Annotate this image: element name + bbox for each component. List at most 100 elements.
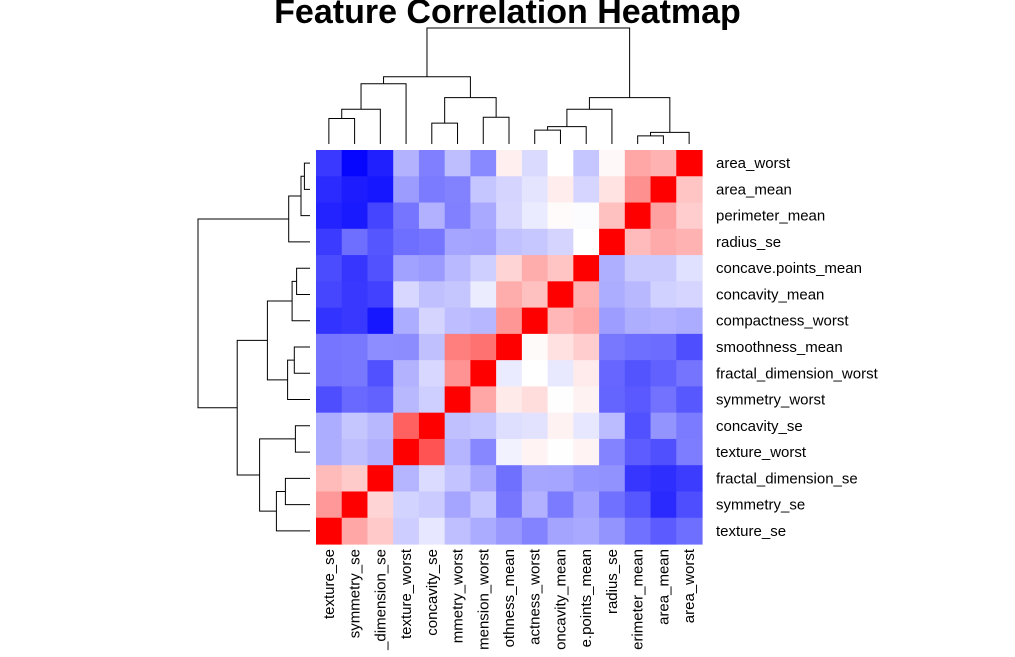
heatmap-cell [341, 255, 369, 282]
heatmap-cell [470, 517, 497, 545]
column-label: erimeter_mean [630, 549, 647, 650]
heatmap-cell [418, 438, 446, 466]
heatmap-cell [599, 517, 626, 545]
heatmap-cell [599, 281, 626, 309]
heatmap-cell [650, 412, 677, 440]
heatmap-cell [624, 228, 652, 256]
heatmap-cell [316, 465, 343, 493]
heatmap-cell [444, 228, 471, 256]
heatmap-cell [444, 438, 471, 466]
column-label: actness_worst [527, 548, 544, 645]
row-label: perimeter_mean [716, 208, 825, 225]
heatmap-cell [341, 517, 369, 545]
row-label: area_worst [716, 155, 791, 172]
heatmap-cell [418, 255, 446, 282]
heatmap-cell [599, 255, 626, 282]
heatmap-cell [650, 386, 677, 414]
column-label: mmetry_worst [450, 548, 467, 643]
heatmap-cell [599, 412, 626, 440]
heatmap-cell [650, 333, 677, 361]
heatmap-cell [341, 491, 369, 519]
heatmap-cell [444, 150, 471, 177]
heatmap-cell [547, 228, 574, 256]
heatmap-cell [496, 228, 523, 256]
heatmap-cell [547, 465, 574, 493]
heatmap-cell [650, 150, 677, 177]
row-label: concavity_se [716, 418, 803, 435]
heatmap-cell [393, 438, 420, 466]
heatmap-cell [316, 255, 343, 282]
heatmap-cell [573, 386, 600, 414]
heatmap-cell [521, 150, 549, 177]
column-label: area_worst [681, 548, 698, 623]
heatmap-cell [393, 202, 420, 230]
heatmap-cell [676, 333, 703, 361]
heatmap-cell [470, 281, 497, 309]
heatmap-cell [444, 465, 471, 493]
heatmap-cell [341, 386, 369, 414]
heatmap-cell [496, 150, 523, 177]
heatmap-cell [470, 412, 497, 440]
heatmap-cell [470, 150, 497, 177]
heatmap-cell [599, 228, 626, 256]
column-label: radius_se [604, 549, 621, 614]
heatmap-cell [676, 281, 703, 309]
row-label: fractal_dimension_worst [716, 365, 879, 382]
heatmap-cell [393, 150, 420, 177]
heatmap-cell [470, 360, 497, 387]
heatmap-cell [316, 281, 343, 309]
heatmap-cell [547, 281, 574, 309]
row-label: radius_se [716, 234, 781, 251]
heatmap-cell [496, 202, 523, 230]
heatmap-cell [341, 281, 369, 309]
heatmap-cell [547, 150, 574, 177]
heatmap-cell [367, 465, 394, 493]
heatmap-cell [624, 517, 652, 545]
heatmap-cell [650, 281, 677, 309]
heatmap-cell [521, 412, 549, 440]
heatmap-cell [444, 255, 471, 282]
heatmap-cell [624, 491, 652, 519]
heatmap-cell [393, 491, 420, 519]
heatmap-cell [547, 438, 574, 466]
heatmap-cell [521, 491, 549, 519]
heatmap-cell [496, 438, 523, 466]
heatmap-cell [367, 307, 394, 335]
heatmap-cell [573, 412, 600, 440]
heatmap-cell [393, 386, 420, 414]
heatmap-cell [444, 176, 471, 204]
heatmap-cell [496, 491, 523, 519]
heatmap-cell [393, 333, 420, 361]
heatmap-cell [316, 150, 343, 177]
heatmap-cell [547, 360, 574, 387]
heatmap-cell [470, 176, 497, 204]
heatmap-cell [624, 412, 652, 440]
heatmap-cell [624, 438, 652, 466]
heatmap-cell [444, 517, 471, 545]
heatmap-cell [367, 255, 394, 282]
heatmap-cell [547, 255, 574, 282]
chart-title: Feature Correlation Heatmap [274, 0, 741, 31]
heatmap-cell [676, 412, 703, 440]
heatmap-cell [599, 465, 626, 493]
heatmap-cell [418, 360, 446, 387]
heatmap-cell [573, 150, 600, 177]
heatmap-cell [573, 228, 600, 256]
column-label: _dimension_se [372, 549, 389, 651]
heatmap-cell [547, 491, 574, 519]
heatmap-cell [470, 333, 497, 361]
row-label: fractal_dimension_se [716, 470, 858, 487]
heatmap-cell [521, 386, 549, 414]
heatmap-cell [676, 517, 703, 545]
heatmap-cell [547, 176, 574, 204]
heatmap-cell [521, 228, 549, 256]
heatmap-cell [676, 202, 703, 230]
heatmap-cell [367, 176, 394, 204]
heatmap-cell [418, 465, 446, 493]
heatmap-cell [676, 360, 703, 387]
heatmap-cell [470, 202, 497, 230]
heatmap-cell [470, 465, 497, 493]
heatmap-cell [393, 465, 420, 493]
heatmap-cell [418, 176, 446, 204]
